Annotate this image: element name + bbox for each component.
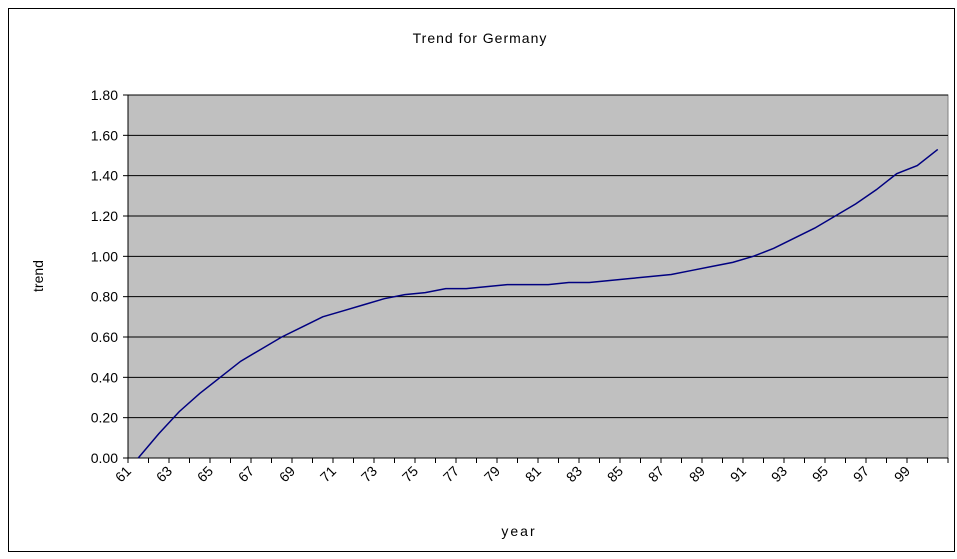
y-tick-label: 1.20 bbox=[91, 208, 118, 224]
chart-title: Trend for Germany bbox=[413, 30, 548, 46]
y-axis-label: trend bbox=[30, 260, 46, 292]
y-tick-label: 1.00 bbox=[91, 248, 118, 264]
x-axis-label: year bbox=[501, 523, 536, 539]
plot-area bbox=[127, 94, 949, 459]
y-tick-label: 0.00 bbox=[91, 450, 118, 466]
line-series bbox=[137, 148, 939, 459]
y-tick-label: 0.60 bbox=[91, 329, 118, 345]
y-tick-label: 1.60 bbox=[91, 127, 118, 143]
y-tick-label: 1.80 bbox=[91, 87, 118, 103]
y-tick-label: 0.40 bbox=[91, 369, 118, 385]
y-tick-label: 0.20 bbox=[91, 410, 118, 426]
y-tick-label: 0.80 bbox=[91, 289, 118, 305]
y-tick-label: 1.40 bbox=[91, 168, 118, 184]
